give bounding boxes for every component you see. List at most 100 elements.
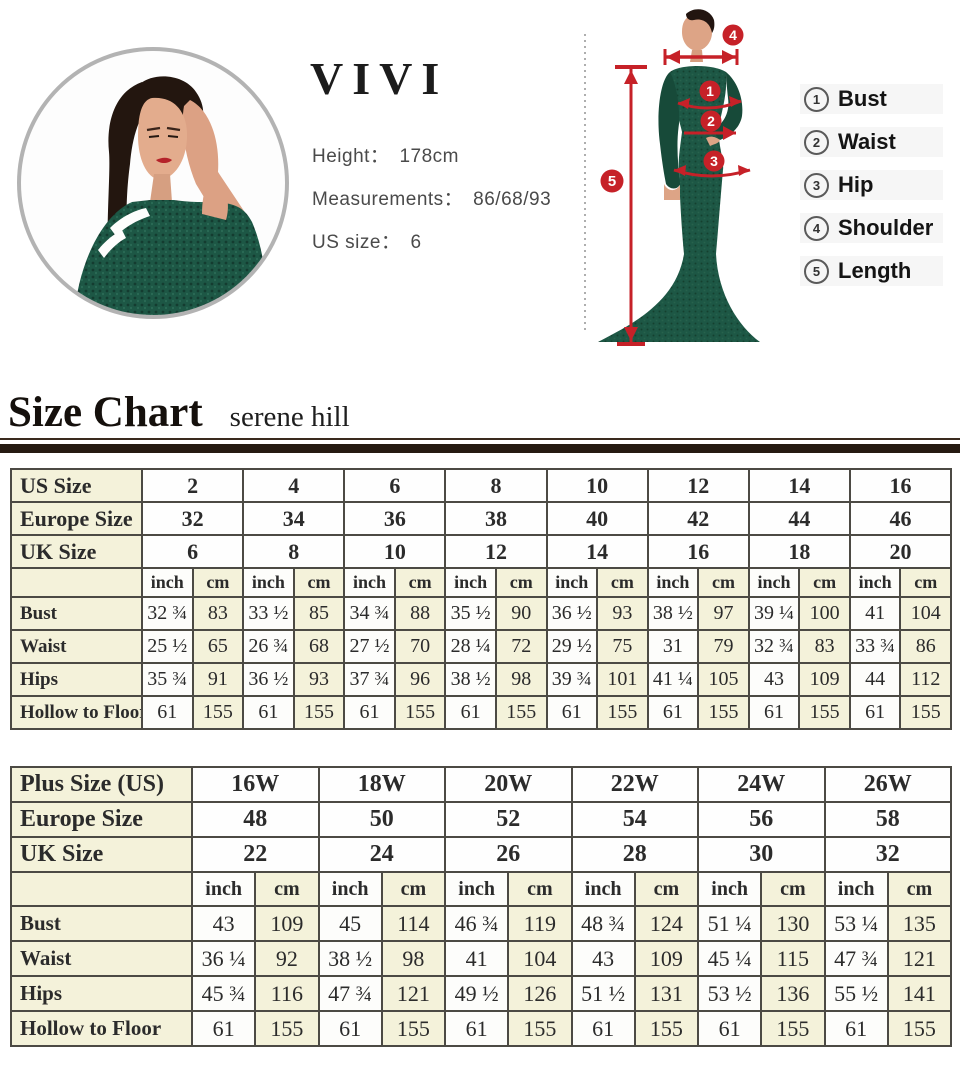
- cm-value-cell: 155: [380, 1010, 447, 1047]
- inch-value-cell: 61: [242, 695, 295, 730]
- inch-value-cell: 45 ¼: [696, 940, 763, 977]
- size-value-cell: 46: [848, 501, 953, 536]
- inch-value-cell: 36 ½: [242, 662, 295, 697]
- cm-value-cell: 72: [494, 629, 548, 664]
- size-value-cell: 12: [646, 468, 750, 503]
- inch-value-cell: 38 ½: [317, 940, 383, 977]
- unit-cm-cell: cm: [393, 567, 447, 598]
- inch-value-cell: 49 ½: [443, 975, 510, 1012]
- cm-value-cell: 104: [507, 940, 573, 977]
- cm-value-cell: 97: [697, 596, 750, 631]
- cm-value-cell: 86: [899, 629, 952, 664]
- inch-value-cell: 38 ½: [646, 596, 700, 631]
- regular-size-table: US Size 2 4 6 8 10 12 14 16 Europe Size 32 34 36 38 40…: [10, 468, 953, 730]
- unit-inch-cell: inch: [443, 871, 510, 907]
- inch-value-cell: 61: [570, 1010, 636, 1047]
- cm-value-cell: 75: [596, 629, 649, 664]
- row-label: Hollow to Floor: [10, 695, 143, 730]
- size-value-cell: 38: [444, 501, 548, 536]
- cm-value-cell: 83: [191, 596, 245, 631]
- size-value-cell: 42: [646, 501, 750, 536]
- table-row: Waist 25 ½ 65 26 ¾ 68 27 ½ 70 28 ¼ 72 29 ½ 75 31 79 3…: [10, 629, 952, 664]
- size-value-cell: 4: [242, 468, 346, 503]
- inch-value-cell: 34 ¾: [343, 596, 396, 631]
- cm-value-cell: 90: [494, 596, 548, 631]
- size-value-cell: 14: [545, 534, 649, 569]
- inch-value-cell: 61: [545, 695, 599, 730]
- inch-value-cell: 61: [190, 1010, 257, 1047]
- row-label: Europe Size: [10, 801, 193, 838]
- unit-inch-cell: inch: [848, 567, 902, 598]
- unit-cm-cell: cm: [760, 871, 826, 907]
- unit-inch-cell: inch: [570, 871, 636, 907]
- badge-shoulder: 4: [729, 27, 737, 43]
- size-value-cell: 52: [444, 801, 573, 838]
- unit-cm-cell: cm: [899, 567, 952, 598]
- inch-value-cell: 43: [190, 905, 257, 942]
- table-row: Plus Size (US) 16W 18W 20W 22W 24W 26W: [10, 766, 952, 803]
- unit-cm-cell: cm: [380, 871, 447, 907]
- inch-value-cell: 53 ¼: [823, 905, 889, 942]
- cm-value-cell: 155: [191, 695, 245, 730]
- size-value-cell: 32: [140, 501, 245, 536]
- inch-value-cell: 61: [443, 1010, 510, 1047]
- size-value-cell: 34: [242, 501, 346, 536]
- inch-value-cell: 45: [317, 905, 383, 942]
- inch-value-cell: 32 ¾: [747, 629, 801, 664]
- inch-value-cell: 61: [343, 695, 396, 730]
- cm-value-cell: 155: [507, 1010, 573, 1047]
- cm-value-cell: 135: [886, 905, 953, 942]
- inch-value-cell: 31: [646, 629, 700, 664]
- cm-value-cell: 130: [760, 905, 826, 942]
- inch-value-cell: 39 ¾: [545, 662, 599, 697]
- table-row: Hollow to Floor 61 155 61 155 61 155 61 155 61 155…: [10, 695, 952, 730]
- cm-value-cell: 155: [254, 1010, 320, 1047]
- size-value-cell: 40: [545, 501, 649, 536]
- cm-value-cell: 126: [507, 975, 573, 1012]
- size-chart-title: Size Chart: [8, 389, 203, 436]
- table-row: Waist 36 ¼ 92 38 ½ 98 41 104 43 109 45 ¼ 115 47 ¾ 12…: [10, 940, 953, 977]
- size-value-cell: 58: [823, 801, 952, 838]
- cm-value-cell: 155: [633, 1010, 700, 1047]
- unit-cm-cell: cm: [798, 567, 851, 598]
- table-row: UK Size 6 8 10 12 14 16 18 20: [10, 534, 953, 569]
- cm-value-cell: 68: [292, 629, 346, 664]
- size-value-cell: 36: [343, 501, 447, 536]
- model-us-size: US size： 6: [312, 227, 422, 254]
- inch-value-cell: 35 ¾: [141, 662, 194, 697]
- inch-value-cell: 36 ¼: [190, 940, 257, 977]
- separator-thin-line: [0, 438, 960, 440]
- size-value-cell: 24: [317, 836, 446, 873]
- unit-cm-cell: cm: [697, 567, 750, 598]
- size-value-cell: 6: [140, 534, 245, 569]
- row-label: Hips: [10, 662, 143, 697]
- row-label: [10, 567, 143, 598]
- size-value-cell: 6: [343, 468, 447, 503]
- legend-item-bust: 1 Bust: [800, 84, 944, 114]
- inch-value-cell: 37 ¾: [343, 662, 396, 697]
- unit-inch-cell: inch: [545, 567, 599, 598]
- size-value-cell: 44: [747, 501, 851, 536]
- size-value-cell: 56: [697, 801, 826, 838]
- cm-value-cell: 92: [254, 940, 320, 977]
- size-value-cell: 16W: [191, 766, 320, 803]
- cm-value-cell: 83: [798, 629, 851, 664]
- cm-value-cell: 136: [760, 975, 826, 1012]
- unit-inch-cell: inch: [190, 871, 257, 907]
- table-row: Hollow to Floor 61 155 61 155 61 155 61 155 61 155…: [10, 1010, 953, 1047]
- badge-waist: 2: [707, 113, 715, 129]
- size-value-cell: 24W: [697, 766, 826, 803]
- inch-value-cell: 61: [823, 1010, 889, 1047]
- plus-size-table: Plus Size (US) 16W 18W 20W 22W 24W 26W Europe S…: [10, 766, 953, 1047]
- model-measurements: Measurements： 86/68/93: [312, 184, 551, 211]
- size-value-cell: 50: [317, 801, 446, 838]
- cm-value-cell: 155: [292, 695, 346, 730]
- cm-value-cell: 104: [899, 596, 952, 631]
- size-value-cell: 48: [191, 801, 320, 838]
- table-row: UK Size 22 24 26 28 30 32: [10, 836, 952, 873]
- cm-value-cell: 155: [899, 695, 952, 730]
- measure-legend: 1 Bust 2 Waist 3 Hip 4 Shoulder 5 Length: [800, 84, 944, 299]
- separator-thick-bar: [0, 444, 960, 453]
- legend-item-shoulder: 4 Shoulder: [800, 213, 944, 243]
